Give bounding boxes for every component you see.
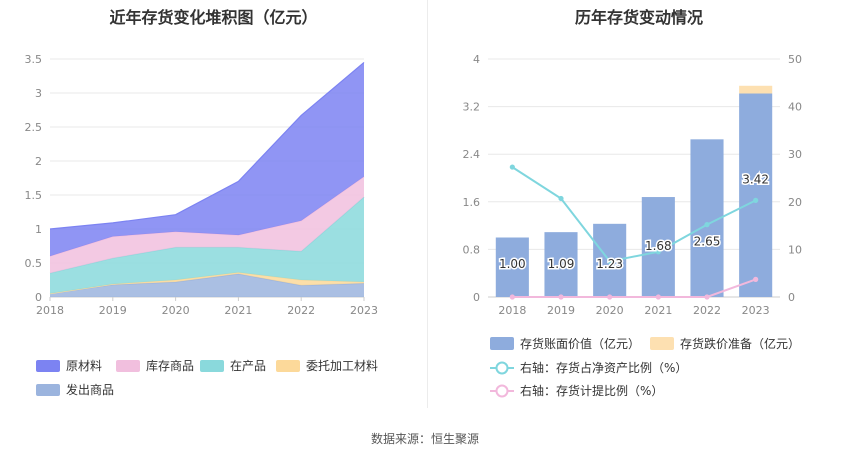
legend-label: 存货账面价值（亿元） xyxy=(520,336,640,351)
area-在产品 xyxy=(50,197,364,294)
legend-swatch xyxy=(36,384,60,396)
x-tick-label: 2022 xyxy=(693,304,721,317)
line-point xyxy=(558,195,564,202)
data-label: 1.00 xyxy=(499,257,526,271)
bar-inventory-2021 xyxy=(641,197,675,297)
area-库存商品 xyxy=(50,176,364,274)
line-point xyxy=(509,294,515,300)
legend-swatch xyxy=(116,360,140,372)
line-series xyxy=(511,166,757,263)
bar-inventory-2019 xyxy=(544,232,578,297)
legend-marker xyxy=(495,361,509,375)
legend-swatch xyxy=(276,360,300,372)
panel-divider xyxy=(427,0,428,408)
legend-marker xyxy=(495,384,509,398)
area-发出商品 xyxy=(50,273,364,297)
y-tick-label: 3.2 xyxy=(463,101,481,114)
x-tick-label: 2023 xyxy=(742,304,770,317)
line-point xyxy=(558,294,564,300)
stacked-area-chart: 0 0.5 1 1.5 2 2.5 3 3.5 2018 2019 2020 2021 2022 2023… xyxy=(25,53,379,397)
y-tick-label: 3.5 xyxy=(25,53,43,66)
area-top-line xyxy=(49,61,365,230)
y2-tick-label: 40 xyxy=(788,101,802,114)
y2-tick-label: 0 xyxy=(788,291,795,304)
y-tick-label: 3 xyxy=(35,87,42,100)
legend-label: 右轴：存货占净资产比例（%） xyxy=(520,360,687,375)
x-tick-label: 2019 xyxy=(547,304,575,317)
y2-tick-label: 20 xyxy=(788,196,802,209)
right-chart-title: 历年存货变动情况 xyxy=(574,8,703,27)
y-tick-label: 1 xyxy=(35,223,42,236)
data-label: 1.68 xyxy=(645,239,672,253)
legend-swatch xyxy=(490,337,514,350)
legend-label: 在产品 xyxy=(230,359,266,373)
x-tick-label: 2022 xyxy=(287,304,315,317)
line-point xyxy=(607,258,613,264)
y2-tick-label: 50 xyxy=(788,53,802,66)
legend-swatch xyxy=(36,360,60,372)
y-tick-label: 2 xyxy=(35,155,42,168)
x-tick-label: 2021 xyxy=(644,304,672,317)
x-tick-label: 2018 xyxy=(498,304,526,317)
bar-provision-2023 xyxy=(739,85,773,94)
legend-label: 原材料 xyxy=(66,359,102,373)
data-source: 数据来源：恒生聚源 xyxy=(370,432,479,446)
left-chart-title: 近年存货变化堆积图（亿元） xyxy=(109,8,318,27)
y-tick-label: 0 xyxy=(473,291,480,304)
y-tick-label: 0.5 xyxy=(25,257,43,270)
y-tick-label: 2.5 xyxy=(25,121,43,134)
line-point xyxy=(753,276,759,282)
line-point xyxy=(655,249,661,255)
x-tick-label: 2020 xyxy=(162,304,190,317)
line-point xyxy=(509,164,515,170)
line-point xyxy=(704,294,710,300)
y2-tick-label: 10 xyxy=(788,243,802,256)
line-series xyxy=(512,278,757,298)
line-point xyxy=(753,197,759,203)
line-point xyxy=(704,222,710,228)
line-point xyxy=(607,294,613,300)
area-原材料 xyxy=(50,62,364,257)
y-tick-label: 1.5 xyxy=(25,189,43,202)
line-point xyxy=(655,294,661,300)
legend-label: 发出商品 xyxy=(66,382,114,397)
legend-swatch xyxy=(200,360,224,372)
y-tick-label: 2.4 xyxy=(463,148,481,161)
data-label: 3.42 xyxy=(742,173,769,187)
legend-swatch xyxy=(650,337,674,350)
x-tick-label: 2018 xyxy=(36,304,64,317)
legend-label: 存货跌价准备（亿元） xyxy=(680,336,800,351)
x-tick-label: 2021 xyxy=(224,304,252,317)
legend-label: 右轴：存货计提比例（%） xyxy=(520,383,663,398)
y2-tick-label: 30 xyxy=(788,148,802,161)
y-tick-label: 4 xyxy=(473,53,480,66)
y-tick-label: 0 xyxy=(35,291,42,304)
y-tick-label: 1.6 xyxy=(463,196,481,209)
x-tick-label: 2019 xyxy=(99,304,127,317)
bar-inventory-2023 xyxy=(739,93,773,297)
x-tick-label: 2020 xyxy=(596,304,624,317)
data-label: 2.65 xyxy=(694,234,721,248)
bar-inventory-2018 xyxy=(495,237,529,297)
legend-label: 委托加工材料 xyxy=(306,359,378,373)
legend-label: 库存商品 xyxy=(146,358,194,373)
x-tick-label: 2023 xyxy=(350,304,378,317)
data-label: 1.23 xyxy=(596,257,623,271)
y-tick-label: 0.8 xyxy=(463,243,481,256)
data-label: 1.09 xyxy=(548,257,575,271)
